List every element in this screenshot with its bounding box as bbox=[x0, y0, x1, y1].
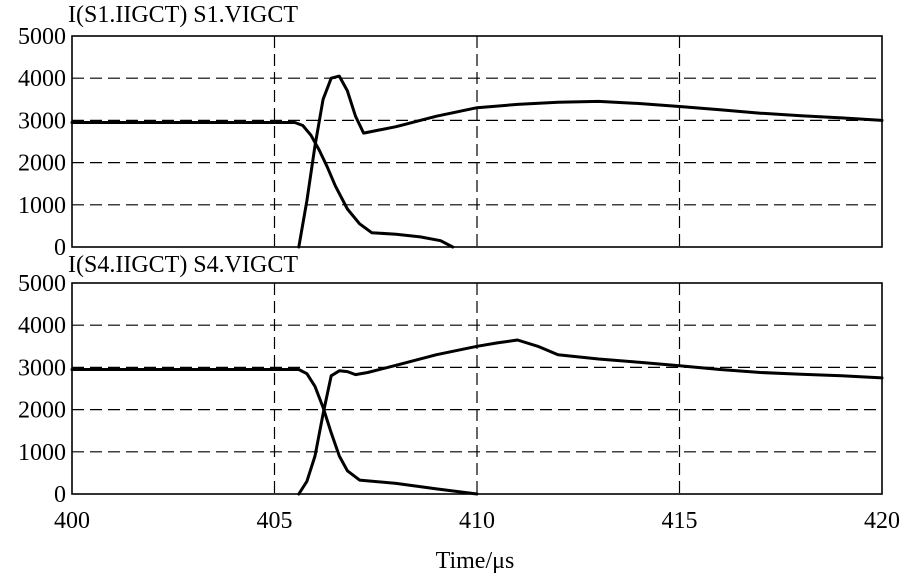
x-tick-label: 405 bbox=[257, 508, 293, 534]
panel-title: I(S1.IIGCT) S1.VIGCT bbox=[68, 2, 298, 28]
y-tick-label: 2000 bbox=[18, 151, 66, 177]
series-line-i-s1-iigct bbox=[70, 121, 455, 249]
x-tick-label: 400 bbox=[54, 508, 90, 534]
plot-frame bbox=[71, 35, 883, 248]
bottom-panel: I(S4.IIGCT) S4.VIGCT 0 1000 2000 3000 4000 500… bbox=[18, 252, 900, 534]
panel-title: I(S4.IIGCT) S4.VIGCT bbox=[68, 252, 298, 278]
x-tick-label: 415 bbox=[662, 508, 698, 534]
y-tick-label: 5000 bbox=[18, 24, 66, 50]
top-panel: I(S1.IIGCT) S1.VIGCT 0 1000 2000 3000 4000 500… bbox=[18, 2, 884, 261]
series-line-s4-vigct bbox=[297, 338, 884, 496]
series-line-s1-vigct bbox=[297, 74, 884, 249]
y-tick-label: 3000 bbox=[18, 355, 66, 381]
y-tick-label: 1000 bbox=[18, 440, 66, 466]
y-tick-label: 4000 bbox=[18, 66, 66, 92]
x-axis-label: Time/μs bbox=[436, 548, 515, 574]
plot-frame bbox=[71, 282, 883, 495]
y-tick-label: 4000 bbox=[18, 313, 66, 339]
x-tick-label: 410 bbox=[459, 508, 495, 534]
x-tick-label: 420 bbox=[864, 508, 900, 534]
y-tick-label: 5000 bbox=[18, 271, 66, 297]
series-line-i-s4-iigct bbox=[70, 368, 479, 496]
y-tick-label: 1000 bbox=[18, 193, 66, 219]
y-tick-label: 3000 bbox=[18, 108, 66, 134]
y-tick-label: 0 bbox=[54, 482, 66, 508]
y-tick-label: 2000 bbox=[18, 398, 66, 424]
y-tick-label: 0 bbox=[54, 235, 66, 261]
